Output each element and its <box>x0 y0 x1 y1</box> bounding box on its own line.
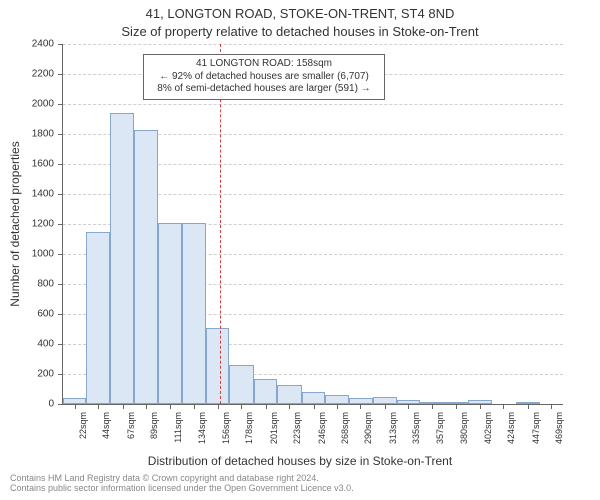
xtick-label: 469sqm <box>554 412 564 444</box>
xtick-label: 402sqm <box>483 412 493 444</box>
info-box-line: ← 92% of detached houses are smaller (6,… <box>150 71 378 84</box>
chart-title-line1: 41, LONGTON ROAD, STOKE-ON-TRENT, ST4 8N… <box>0 6 600 21</box>
xtick-mark <box>528 404 529 409</box>
histogram-bar <box>86 232 109 405</box>
chart-title-line2: Size of property relative to detached ho… <box>0 24 600 39</box>
ytick-label: 2200 <box>0 69 54 80</box>
xtick-label: 223sqm <box>292 412 302 444</box>
footer-attribution: Contains HM Land Registry data © Crown c… <box>10 474 354 494</box>
info-box-line: 8% of semi-detached houses are larger (5… <box>150 83 378 96</box>
histogram-bar <box>134 130 157 405</box>
footer-line2: Contains public sector information licen… <box>10 484 354 494</box>
xtick-label: 89sqm <box>149 412 159 439</box>
xtick-mark <box>218 404 219 409</box>
xtick-label: 290sqm <box>363 412 373 444</box>
ytick-label: 600 <box>0 309 54 320</box>
ytick-label: 800 <box>0 279 54 290</box>
ytick-label: 200 <box>0 369 54 380</box>
xtick-mark <box>146 404 147 409</box>
ytick-mark <box>58 284 63 285</box>
xtick-mark <box>194 404 195 409</box>
ytick-label: 0 <box>0 399 54 410</box>
xtick-label: 380sqm <box>459 412 469 444</box>
info-box-line: 41 LONGTON ROAD: 158sqm <box>150 58 378 71</box>
xtick-mark <box>551 404 552 409</box>
ytick-label: 1600 <box>0 159 54 170</box>
ytick-mark <box>58 254 63 255</box>
histogram-bar <box>229 365 254 404</box>
xtick-label: 424sqm <box>506 412 516 444</box>
property-info-box: 41 LONGTON ROAD: 158sqm← 92% of detached… <box>143 54 385 100</box>
xtick-mark <box>75 404 76 409</box>
xtick-label: 268sqm <box>340 412 350 444</box>
histogram-bar <box>302 392 325 404</box>
ytick-label: 2000 <box>0 99 54 110</box>
xtick-mark <box>98 404 99 409</box>
ytick-mark <box>58 104 63 105</box>
xtick-mark <box>289 404 290 409</box>
x-axis-label: Distribution of detached houses by size … <box>0 454 600 468</box>
ytick-label: 1400 <box>0 189 54 200</box>
xtick-label: 313sqm <box>388 412 398 444</box>
xtick-mark <box>480 404 481 409</box>
ytick-mark <box>58 404 63 405</box>
chart-container: { "title_line1": "41, LONGTON ROAD, STOK… <box>0 0 600 500</box>
histogram-bar <box>325 395 348 404</box>
ytick-label: 1000 <box>0 249 54 260</box>
ytick-mark <box>58 224 63 225</box>
xtick-mark <box>432 404 433 409</box>
xtick-mark <box>360 404 361 409</box>
ytick-mark <box>58 194 63 195</box>
ytick-mark <box>58 374 63 375</box>
xtick-label: 335sqm <box>411 412 421 444</box>
histogram-bar <box>158 223 183 405</box>
histogram-bar <box>373 397 396 404</box>
ytick-mark <box>58 134 63 135</box>
plot-area: 41 LONGTON ROAD: 158sqm← 92% of detached… <box>62 44 563 405</box>
xtick-label: 44sqm <box>101 412 111 439</box>
xtick-mark <box>456 404 457 409</box>
xtick-mark <box>123 404 124 409</box>
xtick-mark <box>241 404 242 409</box>
histogram-bar <box>206 328 229 405</box>
ytick-label: 2400 <box>0 39 54 50</box>
ytick-mark <box>58 74 63 75</box>
gridline <box>63 104 563 105</box>
ytick-mark <box>58 314 63 315</box>
xtick-label: 357sqm <box>435 412 445 444</box>
xtick-mark <box>408 404 409 409</box>
histogram-bar <box>277 385 302 405</box>
xtick-label: 156sqm <box>221 412 231 444</box>
xtick-mark <box>314 404 315 409</box>
xtick-label: 22sqm <box>78 412 88 439</box>
xtick-label: 246sqm <box>317 412 327 444</box>
ytick-label: 1800 <box>0 129 54 140</box>
xtick-mark <box>503 404 504 409</box>
xtick-label: 67sqm <box>126 412 136 439</box>
xtick-label: 178sqm <box>244 412 254 444</box>
xtick-mark <box>385 404 386 409</box>
ytick-mark <box>58 44 63 45</box>
xtick-label: 134sqm <box>197 412 207 444</box>
histogram-bar <box>254 379 277 405</box>
xtick-label: 111sqm <box>173 412 183 443</box>
ytick-mark <box>58 344 63 345</box>
xtick-mark <box>266 404 267 409</box>
gridline <box>63 44 563 45</box>
xtick-label: 201sqm <box>269 412 279 444</box>
ytick-label: 400 <box>0 339 54 350</box>
ytick-label: 1200 <box>0 219 54 230</box>
histogram-bar <box>182 223 205 405</box>
xtick-mark <box>170 404 171 409</box>
xtick-mark <box>337 404 338 409</box>
xtick-label: 447sqm <box>531 412 541 444</box>
histogram-bar <box>110 113 135 404</box>
ytick-mark <box>58 164 63 165</box>
